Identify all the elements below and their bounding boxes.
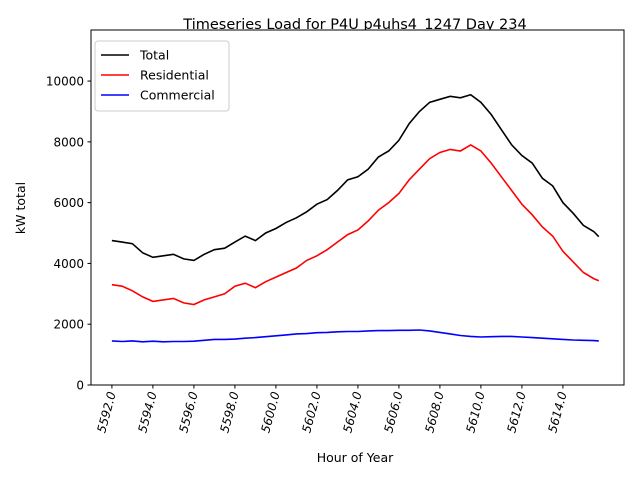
legend: Total Residential Commercial	[94, 40, 230, 112]
series-line-residential	[111, 143, 600, 306]
x-axis-label: Hour of Year	[317, 450, 394, 465]
legend-label: Residential	[140, 68, 209, 83]
x-tick-label: 5612.0	[504, 390, 528, 435]
y-tick-label: 8000	[53, 135, 84, 149]
y-tick-label: 4000	[53, 257, 84, 271]
x-tick-label: 5598.0	[217, 390, 241, 435]
x-tick-label: 5606.0	[381, 390, 405, 435]
y-tick-label: 6000	[53, 196, 84, 210]
x-tick-label: 5594.0	[135, 390, 159, 435]
x-tick-label: 5600.0	[258, 390, 282, 435]
legend-label: Total	[139, 48, 169, 63]
series-line-commercial	[111, 329, 599, 343]
x-tick-label: 5608.0	[422, 390, 446, 435]
y-tick-label: 0	[76, 379, 84, 393]
x-tick-label: 5596.0	[176, 390, 200, 435]
x-tick-label: 5610.0	[463, 390, 487, 435]
y-axis-label: kW total	[13, 182, 28, 234]
y-tick-label: 10000	[46, 75, 84, 89]
series-line-total	[111, 93, 600, 262]
x-tick-label: 5604.0	[340, 390, 364, 435]
chart-title: Timeseries Load for P4U p4uhs4_1247 Day …	[182, 17, 526, 33]
x-tick-label: 5602.0	[299, 390, 323, 435]
x-tick-label: 5614.0	[545, 390, 569, 435]
legend-label: Commercial	[140, 88, 215, 103]
x-tick-label: 5592.0	[94, 390, 118, 435]
y-tick-label: 2000	[53, 318, 84, 332]
